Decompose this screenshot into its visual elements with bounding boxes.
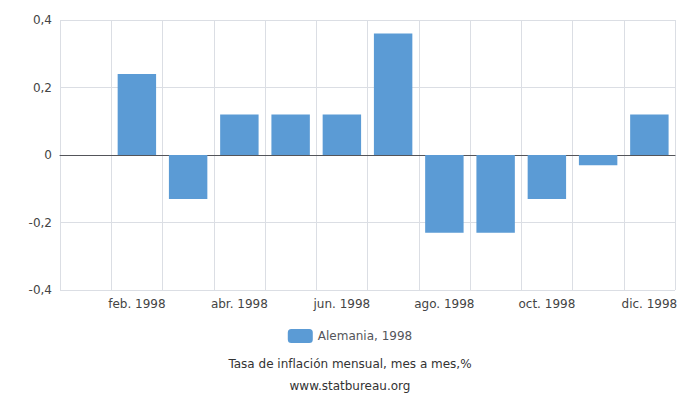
svg-text:0,4: 0,4 bbox=[33, 13, 52, 27]
svg-text:oct. 1998: oct. 1998 bbox=[518, 297, 575, 311]
svg-text:www.statbureau.org: www.statbureau.org bbox=[290, 379, 411, 393]
svg-text:0,2: 0,2 bbox=[33, 81, 52, 95]
svg-text:ago. 1998: ago. 1998 bbox=[414, 297, 474, 311]
svg-text:jun. 1998: jun. 1998 bbox=[313, 297, 371, 311]
svg-text:-0,2: -0,2 bbox=[29, 216, 52, 230]
svg-text:0: 0 bbox=[44, 148, 52, 162]
svg-text:Alemania, 1998: Alemania, 1998 bbox=[318, 329, 412, 343]
svg-text:dic. 1998: dic. 1998 bbox=[622, 297, 678, 311]
svg-text:feb. 1998: feb. 1998 bbox=[108, 297, 165, 311]
svg-text:abr. 1998: abr. 1998 bbox=[211, 297, 268, 311]
svg-text:-0,4: -0,4 bbox=[29, 283, 52, 297]
svg-text:Tasa de inflación mensual, mes: Tasa de inflación mensual, mes a mes,% bbox=[227, 357, 471, 371]
